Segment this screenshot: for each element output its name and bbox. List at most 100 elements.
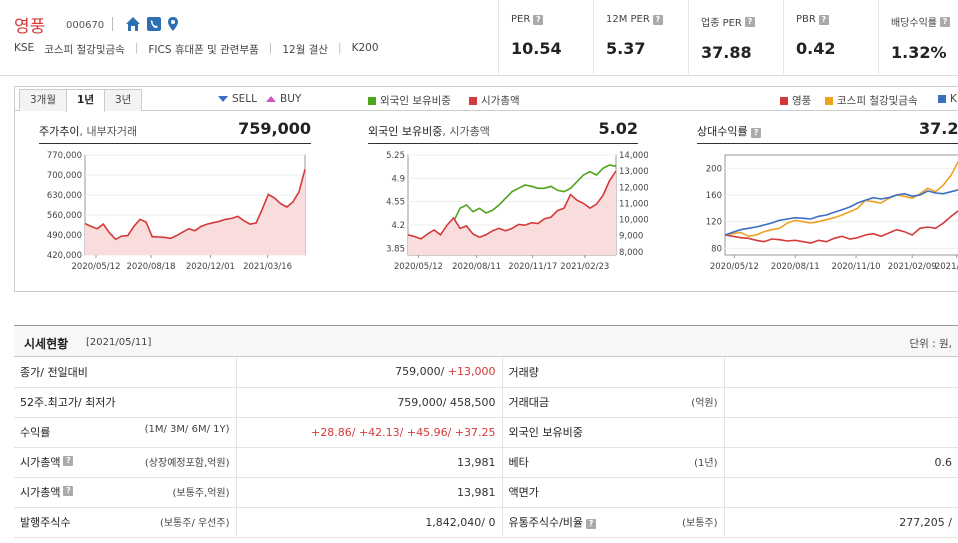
metric-label: 배당수익률 bbox=[891, 18, 937, 29]
y-tick-label: 5.25 bbox=[386, 151, 405, 161]
tab-3m[interactable]: 3개월 bbox=[19, 89, 68, 111]
chart-rule bbox=[368, 143, 638, 144]
metric-12m-per: 12M PER? 5.37 bbox=[593, 0, 688, 74]
help-icon[interactable]: ? bbox=[751, 128, 762, 138]
y-tick-label: 560,000 bbox=[47, 211, 82, 221]
row-detail2: (1년) bbox=[694, 458, 718, 469]
metric-value: 1.32% bbox=[891, 43, 947, 62]
metric-label: 12M PER bbox=[606, 14, 650, 25]
y-tick-label: 4.9 bbox=[391, 174, 405, 184]
row-detail: (보통주/ 우선주) bbox=[159, 518, 230, 529]
series-area bbox=[85, 169, 305, 255]
tab-3y[interactable]: 3년 bbox=[103, 89, 143, 111]
row-label2-cell: 베타 (1년) bbox=[502, 447, 724, 478]
chart-title: 상대수익률 ? bbox=[697, 123, 762, 139]
y-tick-label: 770,000 bbox=[47, 151, 82, 161]
x-tick-label: 2020/05/12 bbox=[394, 262, 443, 272]
y-tick-label-right: 12,000 bbox=[619, 183, 648, 193]
metric-value: 10.54 bbox=[511, 39, 562, 58]
legend-company-label: 영풍 bbox=[792, 95, 812, 107]
y-tick-label: 420,000 bbox=[47, 251, 82, 261]
help-icon[interactable]: ? bbox=[818, 14, 829, 25]
company-name: 영풍 bbox=[14, 17, 46, 37]
unit-label: 단위 : 원, bbox=[909, 338, 952, 350]
legend-sell-label: SELL bbox=[232, 93, 257, 105]
row-label-cell: 종가/ 전일대비 bbox=[14, 357, 236, 388]
row-label2: 거래량 bbox=[508, 365, 539, 379]
x-tick-label: 2020/08/18 bbox=[127, 262, 176, 272]
divider: | bbox=[338, 42, 342, 54]
legend-company: 영풍 bbox=[780, 93, 811, 108]
row-label2-cell: 거래대금 (억원) bbox=[502, 387, 724, 418]
x-tick-label: 2020/12/01 bbox=[186, 262, 235, 272]
metric-label: 업종 PER bbox=[701, 18, 742, 29]
location-pin-icon[interactable] bbox=[165, 16, 181, 32]
help-icon[interactable]: ? bbox=[533, 14, 544, 25]
y-tick-label: 700,000 bbox=[47, 171, 82, 181]
divider: | bbox=[134, 42, 139, 54]
help-icon[interactable]: ? bbox=[63, 456, 74, 466]
help-icon[interactable]: ? bbox=[652, 14, 663, 25]
chart-rule bbox=[697, 143, 958, 144]
y-tick-label: 200 bbox=[706, 164, 722, 174]
plot-frame bbox=[724, 154, 958, 256]
phone-icon[interactable] bbox=[146, 16, 162, 32]
row-label: 수익률 bbox=[20, 426, 51, 439]
row-label2: 거래대금 bbox=[508, 396, 549, 409]
y-tick-label: 160 bbox=[706, 191, 722, 201]
legend-foreign-label: 외국인 보유비중 bbox=[380, 95, 451, 107]
company-info-line: KSE 코스피 철강및금속 | FICS 휴대폰 및 관련부품 | 12월 결산… bbox=[14, 42, 379, 57]
y-tick-label-right: 13,000 bbox=[619, 167, 648, 177]
chart-title-sub: , 시가총액 bbox=[442, 125, 490, 138]
sell-triangle-icon bbox=[218, 96, 228, 102]
y-tick-label: 630,000 bbox=[47, 191, 82, 201]
stock-code: 000670 bbox=[66, 20, 105, 31]
row-detail: (상장예정포함,억원) bbox=[144, 458, 230, 469]
row-value-cell: 13,981 bbox=[235, 477, 503, 508]
table-row: 수익률 (1M/ 3M/ 6M/ 1Y) +28.86/ +42.13/ +45.9… bbox=[14, 417, 958, 448]
x-tick-label: 2020/11/10 bbox=[832, 262, 881, 272]
buy-triangle-icon bbox=[266, 96, 276, 102]
legend-k200: K bbox=[938, 93, 957, 105]
row-value-cell: 13,981 bbox=[235, 447, 503, 478]
fics-label: FICS 휴대폰 및 관련부품 bbox=[148, 44, 259, 56]
market-status-section: 시세현황 [2021/05/11] 단위 : 원, 종가/ 전일대비 759,00… bbox=[14, 325, 958, 538]
row-value2-cell bbox=[723, 417, 958, 448]
metric-value: 0.42 bbox=[796, 39, 836, 58]
x-tick-label: 2021/02/09 bbox=[888, 262, 937, 272]
x-tick-label: 2021/03/16 bbox=[243, 262, 292, 272]
row-label: 시가총액 bbox=[20, 486, 61, 499]
help-icon[interactable]: ? bbox=[586, 519, 597, 529]
legend-buy-label: BUY bbox=[280, 93, 302, 105]
row-label-cell: 수익률 (1M/ 3M/ 6M/ 1Y) bbox=[14, 417, 236, 448]
row-value2-cell bbox=[723, 477, 958, 508]
row-label2: 외국인 보유비중 bbox=[508, 426, 583, 439]
row-label2-cell: 거래량 bbox=[502, 357, 724, 388]
chart-title: 외국인 보유비중, 시가총액 bbox=[368, 123, 490, 139]
legend-sector-label: 코스피 철강및금속 bbox=[837, 95, 918, 107]
y-tick-label-right: 14,000 bbox=[619, 151, 648, 161]
help-icon[interactable]: ? bbox=[63, 486, 74, 496]
row-label-cell: 시가총액? (보통주,억원) bbox=[14, 477, 236, 508]
home-icon[interactable] bbox=[125, 16, 141, 32]
foreign-line-chart: 5.25 4.9 4.55 4.2 3.85 14,000 13,000 12,000 11,0… bbox=[386, 151, 648, 272]
metric-per: PER? 10.54 bbox=[498, 0, 593, 74]
row-label2-cell: 외국인 보유비중 bbox=[502, 417, 724, 448]
metric-dividend-yield: 배당수익률? 1.32% bbox=[878, 0, 958, 74]
row-value: 759,000/ 458,500 bbox=[397, 395, 496, 409]
row-value: 13,981 bbox=[457, 455, 496, 469]
series-line bbox=[724, 189, 958, 236]
section-date: [2021/05/11] bbox=[86, 337, 152, 348]
metric-sector-per: 업종 PER? 37.88 bbox=[688, 0, 783, 74]
table-row: 시가총액? (보통주,억원) 13,981 액면가 bbox=[14, 477, 958, 508]
section-title: 시세현황 bbox=[24, 337, 69, 351]
row-value: 1,842,040/ 0 bbox=[425, 515, 496, 529]
help-icon[interactable]: ? bbox=[744, 16, 755, 27]
help-icon[interactable]: ? bbox=[940, 16, 950, 27]
row-label2: 액면가 bbox=[508, 486, 539, 499]
row-label: 종가/ 전일대비 bbox=[20, 365, 88, 379]
y-tick-label: 3.85 bbox=[386, 244, 405, 254]
row-detail2: (억원) bbox=[691, 398, 718, 409]
tab-1y[interactable]: 1년 bbox=[66, 89, 105, 112]
series-line bbox=[724, 210, 958, 244]
